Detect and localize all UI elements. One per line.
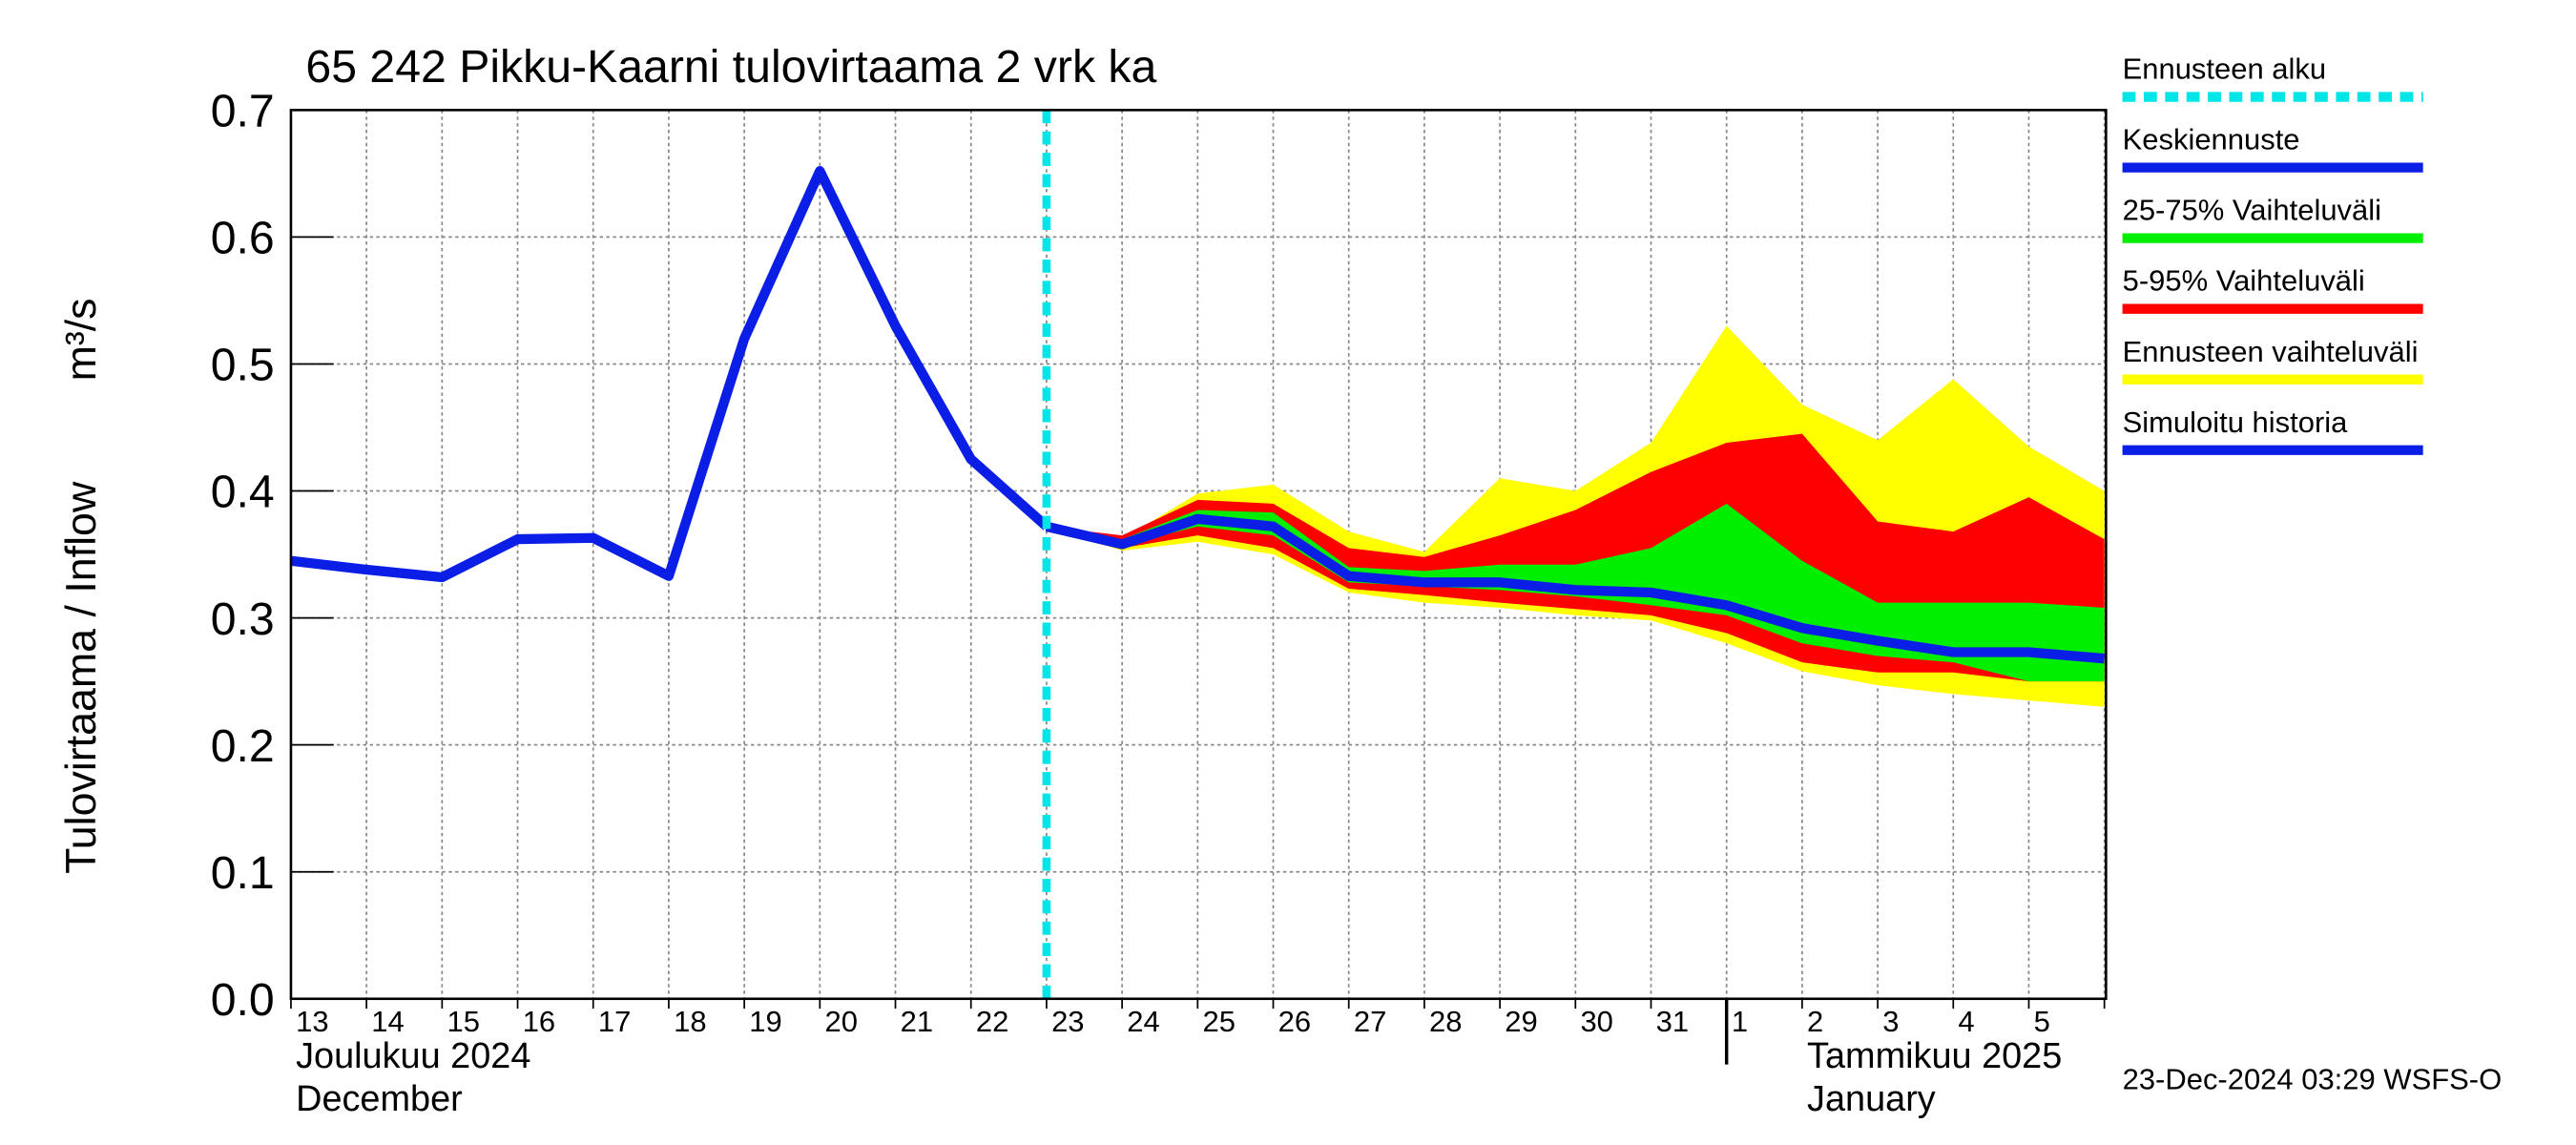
series-line xyxy=(290,166,1050,583)
x-tick-label: 24 xyxy=(1127,1005,1159,1038)
x-tick-label: 1 xyxy=(1732,1005,1748,1038)
x-tick-label: 13 xyxy=(296,1005,328,1038)
y-tick-label: 0.5 xyxy=(211,340,275,391)
series-line xyxy=(1045,513,2106,664)
y-tick-label: 0.3 xyxy=(211,593,275,645)
x-tick-label: 2 xyxy=(1807,1005,1823,1038)
x-tick-label: 27 xyxy=(1354,1005,1386,1038)
x-tick-label: 4 xyxy=(1958,1005,1974,1038)
x-tick-label: 21 xyxy=(901,1005,933,1038)
y-tick-label: 0.0 xyxy=(211,974,275,1026)
y-axis-unit: m³/s xyxy=(57,298,105,381)
y-tick-label: 0.6 xyxy=(211,213,275,264)
x-tick-label: 26 xyxy=(1278,1005,1311,1038)
legend-label: Simuloitu historia xyxy=(2123,406,2349,439)
x-tick-label: 16 xyxy=(523,1005,555,1038)
y-tick-label: 0.4 xyxy=(211,467,275,518)
x-tick-label: 3 xyxy=(1882,1005,1899,1038)
month-label: January xyxy=(1807,1079,1936,1119)
legend-label: 5-95% Vaihteluväli xyxy=(2123,264,2365,298)
x-tick-label: 31 xyxy=(1656,1005,1689,1038)
x-tick-label: 30 xyxy=(1580,1005,1612,1038)
chart-title: 65 242 Pikku-Kaarni tulovirtaama 2 vrk k… xyxy=(305,41,1156,93)
y-axis-label: Tulovirtaama / Inflow xyxy=(57,481,105,874)
legend-label: Ennusteen alku xyxy=(2123,52,2327,86)
legend-label: 25-75% Vaihteluväli xyxy=(2123,194,2381,227)
x-tick-label: 19 xyxy=(749,1005,781,1038)
y-tick-label: 0.2 xyxy=(211,720,275,772)
x-tick-label: 23 xyxy=(1051,1005,1084,1038)
x-tick-label: 17 xyxy=(598,1005,631,1038)
month-label: Joulukuu 2024 xyxy=(296,1036,530,1076)
x-tick-label: 29 xyxy=(1505,1005,1537,1038)
plot-frame xyxy=(289,109,2108,1001)
legend-label: Ennusteen vaihteluväli xyxy=(2123,335,2419,368)
x-tick-label: 18 xyxy=(674,1005,706,1038)
x-tick-label: 28 xyxy=(1429,1005,1462,1038)
month-label: December xyxy=(296,1079,463,1119)
footer: 23-Dec-2024 03:29 WSFS-O xyxy=(2123,1062,2503,1095)
x-tick-label: 5 xyxy=(2034,1005,2050,1038)
legend-label: Keskiennuste xyxy=(2123,123,2300,156)
x-tick-label: 22 xyxy=(976,1005,1008,1038)
y-tick-label: 0.7 xyxy=(211,86,275,137)
x-tick-label: 20 xyxy=(824,1005,857,1038)
month-label: Tammikuu 2025 xyxy=(1807,1036,2062,1076)
y-tick-label: 0.1 xyxy=(211,847,275,899)
x-tick-label: 15 xyxy=(447,1005,480,1038)
x-tick-label: 25 xyxy=(1202,1005,1235,1038)
x-tick-label: 14 xyxy=(371,1005,404,1038)
